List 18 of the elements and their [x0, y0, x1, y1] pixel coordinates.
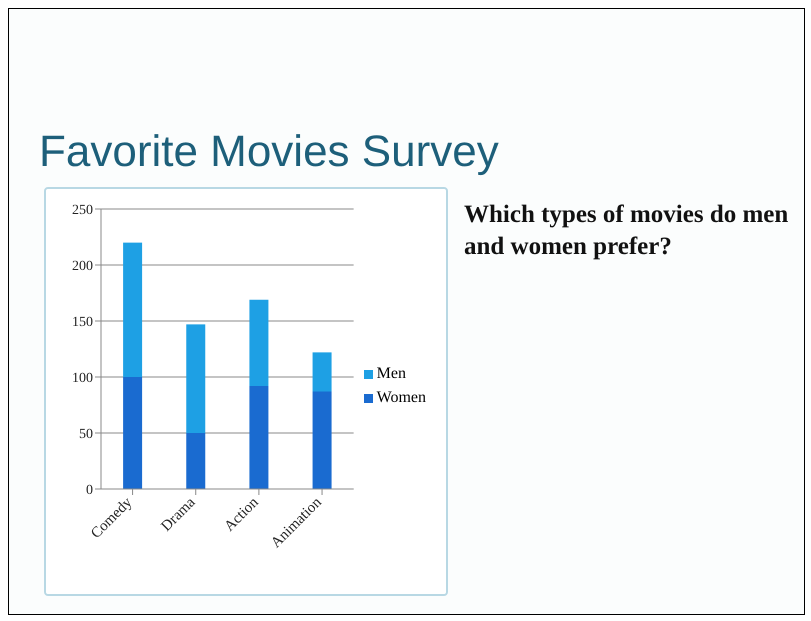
y-tick-label: 0	[86, 482, 93, 498]
legend-label: Men	[376, 365, 406, 383]
y-tick-label: 150	[72, 314, 93, 330]
legend-label: Women	[376, 389, 426, 407]
text: Which types of movies do men and women prefer?	[464, 200, 790, 262]
bar	[249, 386, 268, 489]
bar	[123, 242, 142, 377]
y-tick-label: 250	[72, 202, 93, 218]
bar	[312, 352, 332, 392]
bar	[186, 433, 206, 489]
bar	[249, 300, 268, 386]
bar	[312, 392, 332, 489]
bar	[123, 377, 142, 489]
chart-title: Favorite Movies Survey	[39, 127, 499, 177]
bar	[186, 324, 206, 433]
y-tick-label: 50	[79, 426, 93, 442]
y-tick-label: 100	[72, 370, 93, 386]
y-tick-label: 200	[72, 258, 93, 274]
